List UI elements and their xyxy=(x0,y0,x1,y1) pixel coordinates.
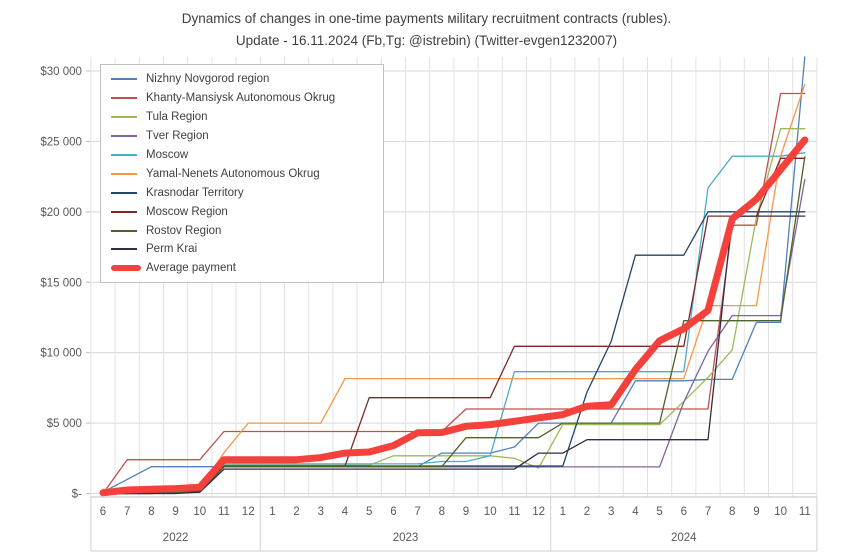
legend-swatch-icon xyxy=(111,78,137,81)
x-axis-month-label: 6 xyxy=(681,506,687,518)
legend-swatch-icon xyxy=(111,116,137,119)
x-axis-month-label: 3 xyxy=(608,506,614,518)
legend-swatch-icon xyxy=(111,135,137,138)
chart-title-block: Dynamics of changes in one-time payments… xyxy=(0,8,853,51)
chart-legend: Nizhny Novgorod region Khanty-Mansiysk Au… xyxy=(100,64,384,283)
legend-item: Khanty-Mansiysk Autonomous Okrug xyxy=(111,89,375,108)
legend-item: Tula Region xyxy=(111,108,375,127)
x-axis-month-label: 2 xyxy=(584,506,590,518)
series-line-yamal-nenets-autonomous-okrug xyxy=(102,83,806,490)
legend-swatch-icon xyxy=(111,172,137,175)
x-axis-month-label: 4 xyxy=(342,506,349,518)
series-line-perm-krai xyxy=(102,215,806,495)
legend-label: Khanty-Mansiysk Autonomous Okrug xyxy=(146,92,336,105)
chart-subtitle: Update - 16.11.2024 (Fb,Tg: @istrebin) (… xyxy=(235,32,618,48)
y-axis-label: $30 000 xyxy=(40,66,82,78)
x-axis-month-label: 7 xyxy=(414,506,420,518)
x-axis-month-label: 9 xyxy=(463,506,469,518)
x-axis-month-label: 10 xyxy=(774,506,787,518)
y-axis-label: $20 000 xyxy=(40,207,82,219)
legend-label: Perm Krai xyxy=(146,243,198,256)
x-axis-month-label: 2 xyxy=(293,506,299,518)
x-axis-year-label: 2023 xyxy=(393,532,419,544)
legend-label: Krasnodar Territory xyxy=(146,186,244,199)
x-axis-month-label: 3 xyxy=(318,506,324,518)
y-axis-label: $5 000 xyxy=(47,418,82,430)
x-axis-month-label: 12 xyxy=(532,506,545,518)
x-axis-month-label: 9 xyxy=(172,506,178,518)
x-axis-month-label: 10 xyxy=(193,506,206,518)
legend-label: Nizhny Novgorod region xyxy=(146,73,270,86)
x-axis-month-label: 5 xyxy=(656,506,662,518)
legend-label: Tula Region xyxy=(146,111,208,124)
legend-item: Krasnodar Territory xyxy=(111,183,375,202)
x-axis-month-label: 1 xyxy=(269,506,275,518)
legend-item: Moscow Region xyxy=(111,202,375,221)
y-axis-label: $10 000 xyxy=(40,348,82,360)
legend-label: Yamal-Nenets Autonomous Okrug xyxy=(146,167,320,180)
series-line-khanty-mansiysk-autonomous-okrug xyxy=(102,92,806,495)
legend-item: Perm Krai xyxy=(111,240,375,259)
x-axis-month-label: 11 xyxy=(508,506,520,518)
legend-label: Tver Region xyxy=(146,130,209,143)
legend-swatch-icon xyxy=(111,248,137,251)
y-axis-label: $25 000 xyxy=(40,136,82,148)
x-axis-month-label: 1 xyxy=(560,506,566,518)
series-line-average-payment xyxy=(99,136,809,497)
x-axis-month-label: 9 xyxy=(753,506,759,518)
legend-item: Rostov Region xyxy=(111,221,375,240)
legend-item: Nizhny Novgorod region xyxy=(111,70,375,89)
y-axis-label: $15 000 xyxy=(40,277,82,289)
x-axis-month-label: 4 xyxy=(632,506,639,518)
legend-label: Moscow xyxy=(146,149,189,161)
legend-label: Moscow Region xyxy=(146,205,228,218)
x-axis-month-label: 6 xyxy=(390,506,396,518)
x-axis-month-label: 7 xyxy=(124,506,130,518)
x-axis-month-label: 11 xyxy=(218,506,230,518)
legend-item: Moscow xyxy=(111,146,375,165)
legend-swatch-icon xyxy=(111,191,137,194)
series-line-rostov-region xyxy=(102,156,806,495)
legend-swatch-icon xyxy=(111,97,137,100)
x-axis-month-label: 6 xyxy=(100,506,106,518)
legend-label: Average payment xyxy=(146,262,236,275)
x-axis-year-label: 2022 xyxy=(163,532,189,544)
legend-swatch-icon xyxy=(111,210,137,213)
legend-swatch-icon xyxy=(111,229,137,232)
legend-item: Yamal-Nenets Autonomous Okrug xyxy=(111,164,375,183)
legend-swatch-icon xyxy=(111,154,137,156)
x-axis-month-label: 10 xyxy=(484,506,497,518)
x-axis-year-label: 2024 xyxy=(671,532,697,544)
chart-title: Dynamics of changes in one-time payments… xyxy=(181,11,672,26)
legend-label: Rostov Region xyxy=(146,224,222,237)
x-axis-month-label: 11 xyxy=(799,506,811,518)
legend-item: Tver Region xyxy=(111,127,375,146)
x-axis-month-label: 8 xyxy=(148,506,154,518)
legend-swatch-icon xyxy=(111,265,141,272)
y-axis-label: $- xyxy=(72,489,82,501)
x-axis-month-label: 5 xyxy=(366,506,372,518)
x-axis-month-label: 7 xyxy=(705,506,711,518)
x-axis-month-label: 8 xyxy=(729,506,735,518)
x-axis-month-label: 12 xyxy=(242,506,255,518)
legend-item: Average payment xyxy=(111,259,375,278)
x-axis-month-label: 8 xyxy=(439,506,445,518)
